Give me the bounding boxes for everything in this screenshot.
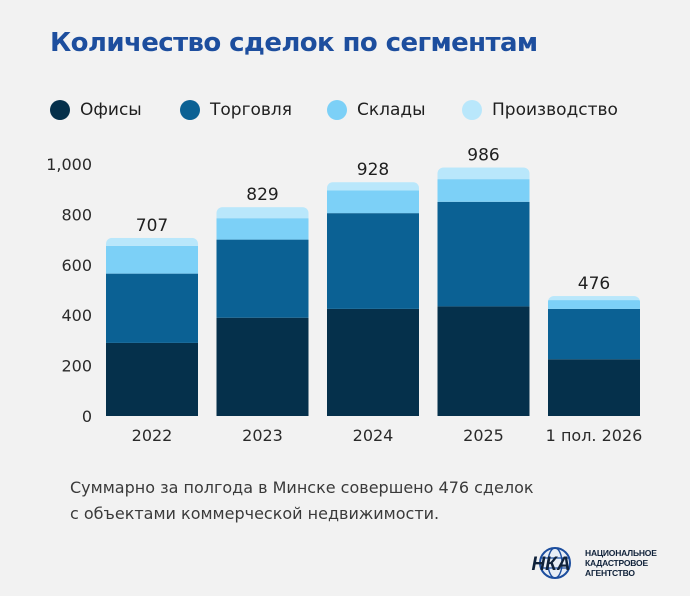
y-tick-label: 200: [61, 357, 92, 376]
bar-segment: [437, 201, 530, 307]
bar-segment: [216, 317, 309, 416]
bar-segment: [327, 190, 419, 214]
stacked-bar-chart: 0 200 400 600 800 1,000 707 2022 829 2023 928 2024 9…: [46, 146, 643, 445]
bar-segment: [327, 213, 419, 309]
globe-logo-icon: НКА: [531, 547, 571, 579]
legend-label-retail: Торговля: [210, 100, 293, 120]
bar-stack: [106, 237, 198, 416]
legend-label-warehouses: Склады: [357, 100, 426, 120]
legend-swatch-offices: [50, 100, 70, 120]
agency-logo: НКА НАЦИОНАЛЬНОЕ КАДАСТРОВОЕ АГЕНТСТВО: [521, 546, 657, 580]
y-tick-label: 600: [61, 256, 92, 275]
legend-item-offices: Офисы: [50, 100, 142, 120]
bar-stack: [548, 296, 640, 416]
bar-segment: [216, 207, 309, 219]
bar-total-label: 928: [357, 160, 389, 180]
y-tick-label: 400: [61, 306, 92, 325]
logo-mark-letters: НКА: [531, 554, 570, 575]
x-tick-label: 2022: [132, 426, 173, 445]
bar-total-label: 707: [136, 216, 168, 236]
chart-legend: Офисы Торговля Склады Производство: [0, 100, 690, 128]
y-tick-label: 1,000: [46, 155, 92, 174]
bar-stack: [216, 207, 309, 416]
x-tick-label: 2024: [353, 426, 394, 445]
bar-total-label: 829: [246, 185, 278, 205]
bar-segment: [548, 308, 640, 360]
y-tick-label: 800: [61, 205, 92, 224]
legend-swatch-production: [462, 100, 482, 120]
legend-item-production: Производство: [462, 100, 618, 120]
legend-item-retail: Торговля: [180, 100, 292, 120]
bar-segment: [437, 167, 530, 180]
x-tick-label: 1 пол. 2026: [546, 426, 643, 445]
bar-segment: [216, 218, 309, 240]
bar-segment: [437, 179, 530, 202]
footnote-line-1: Суммарно за полгода в Минске совершено 4…: [70, 478, 534, 497]
bar-segment: [548, 359, 640, 416]
x-tick-label: 2023: [242, 426, 283, 445]
legend-swatch-warehouses: [327, 100, 347, 120]
bar-segment: [216, 239, 309, 318]
bar-segment: [548, 296, 640, 301]
legend-label-offices: Офисы: [80, 100, 142, 120]
footnote: Суммарно за полгода в Минске совершено 4…: [70, 475, 670, 527]
bar-stack: [437, 167, 530, 416]
bar-total-label: 476: [578, 274, 610, 294]
legend-swatch-retail: [180, 100, 200, 120]
logo-line-3: АГЕНТСТВО: [585, 568, 635, 578]
bar-stack: [327, 182, 419, 416]
bar-segment: [548, 300, 640, 309]
bar-total-label: 986: [467, 146, 499, 166]
x-tick-label: 2025: [463, 426, 504, 445]
logo-line-2: КАДАСТРОВОЕ: [585, 558, 648, 568]
logo-text: НАЦИОНАЛЬНОЕ КАДАСТРОВОЕ АГЕНТСТВО: [585, 548, 657, 578]
bar-segment: [106, 237, 198, 246]
footnote-line-2: с объектами коммерческой недвижимости.: [70, 504, 440, 523]
y-tick-label: 0: [82, 407, 92, 426]
bar-segment: [106, 245, 198, 274]
logo-line-1: НАЦИОНАЛЬНОЕ: [585, 548, 657, 558]
bar-segment: [106, 273, 198, 343]
chart-title: Количество сделок по сегментам: [50, 28, 538, 58]
legend-label-production: Производство: [492, 100, 618, 120]
bar-segment: [106, 342, 198, 416]
bar-segment: [437, 306, 530, 416]
legend-item-warehouses: Склады: [327, 100, 426, 120]
bar-segment: [327, 182, 419, 191]
bar-segment: [327, 308, 419, 416]
